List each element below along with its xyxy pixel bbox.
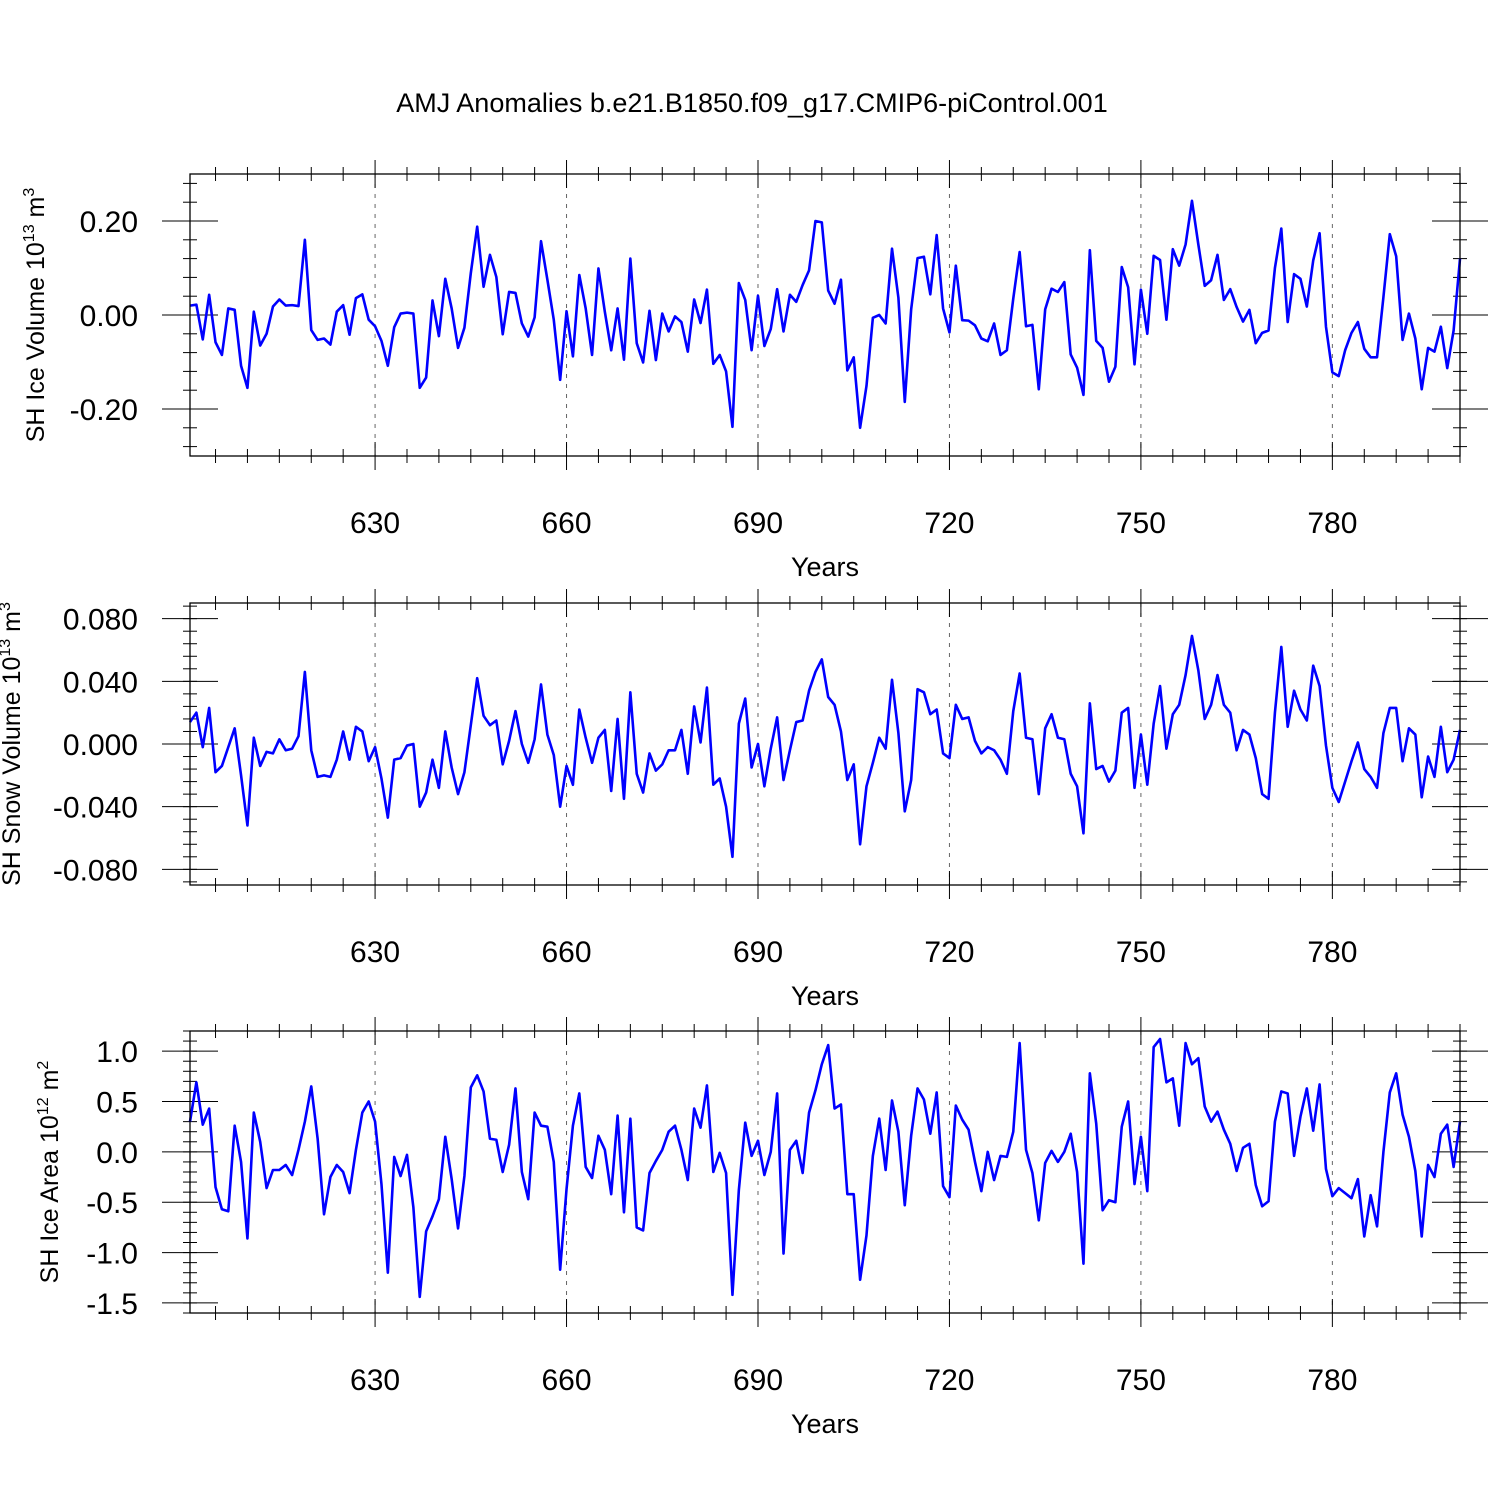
ice-area-y-axis-label: SH Ice Area 1012 m2	[35, 1061, 64, 1284]
ice-volume-x-tick-label: 630	[350, 507, 400, 540]
ice-volume-y-tick-label: 0.00	[80, 300, 138, 333]
ice-area-plot-frame	[189, 1030, 1461, 1314]
ice-area-y-tick-label: -0.5	[86, 1187, 138, 1220]
ice-area-x-tick-label: 690	[733, 1364, 783, 1397]
ice-area-y-tick-label: 1.0	[96, 1036, 138, 1069]
ice-area-y-tick-label: 0.0	[96, 1137, 138, 1170]
ice-volume-y-tick-label: 0.20	[80, 206, 138, 239]
ice-volume-y-axis-label: SH Ice Volume 1013 m3	[21, 188, 50, 443]
ice-area-x-tick-label: 660	[542, 1364, 592, 1397]
ice-volume-x-axis-label: Years	[791, 552, 859, 582]
snow-volume-y-tick-label: -0.040	[53, 792, 138, 825]
ice-area-x-tick-label: 780	[1307, 1364, 1357, 1397]
ice-volume-x-tick-label: 660	[542, 507, 592, 540]
snow-volume-y-tick-label: 0.000	[63, 729, 138, 762]
ice-area-series-line	[188, 1037, 1462, 1299]
snow-volume-x-tick-label: 660	[542, 936, 592, 969]
ice-area-y-tick-label: -1.0	[86, 1238, 138, 1271]
snow-volume-series-line	[188, 634, 1462, 859]
chart-title: AMJ Anomalies b.e21.B1850.f09_g17.CMIP6-…	[396, 88, 1107, 118]
ice-area-y-tick-label: 0.5	[96, 1087, 138, 1120]
snow-volume-x-tick-label: 720	[924, 936, 974, 969]
ice-volume-x-tick-label: 780	[1307, 507, 1357, 540]
snow-volume-x-tick-label: 630	[350, 936, 400, 969]
snow-volume-x-tick-label: 780	[1307, 936, 1357, 969]
ice-area-x-tick-label: 750	[1116, 1364, 1166, 1397]
ice-area-panel: 630 660 690 720 750 780 1.0 0.5 0.0 -0.5 -1.0 -1.5 Y…	[35, 1017, 1488, 1439]
ice-volume-x-tick-label: 750	[1116, 507, 1166, 540]
snow-volume-y-tick-label: -0.080	[53, 854, 138, 887]
snow-volume-x-axis-label: Years	[791, 981, 859, 1011]
ice-area-x-tick-label: 630	[350, 1364, 400, 1397]
ice-volume-x-tick-label: 720	[924, 507, 974, 540]
ice-area-y-tick-label: -1.5	[86, 1288, 138, 1321]
snow-volume-y-tick-label: 0.040	[63, 666, 138, 699]
ice-volume-y-tick-label: -0.20	[70, 394, 138, 427]
ice-volume-series-line	[189, 199, 1462, 430]
ice-volume-plot-frame	[189, 173, 1461, 457]
snow-volume-y-axis-label: SH Snow Volume 1013 m3	[0, 602, 26, 886]
snow-volume-y-tick-label: 0.080	[63, 604, 138, 637]
snow-volume-x-tick-label: 750	[1116, 936, 1166, 969]
snow-volume-panel: 630 660 690 720 750 780 0.080 0.040 0.000 -0.040 -…	[0, 589, 1488, 1011]
ice-area-x-axis-label: Years	[791, 1409, 859, 1439]
ice-volume-panel: 630 660 690 720 750 780 0.20 0.00 -0.20 Years SH I…	[21, 160, 1488, 582]
ice-volume-x-tick-label: 690	[733, 507, 783, 540]
snow-volume-plot-frame	[189, 602, 1461, 886]
snow-volume-x-tick-label: 690	[733, 936, 783, 969]
ice-area-x-tick-label: 720	[924, 1364, 974, 1397]
